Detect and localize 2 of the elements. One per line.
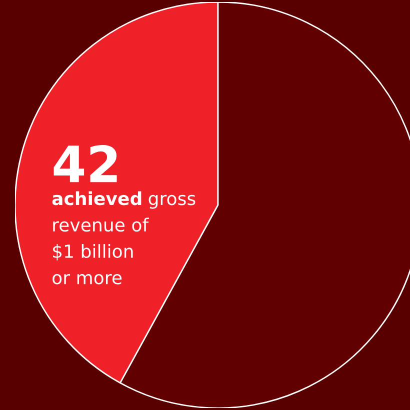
slice-label: achieved gross revenue of $1 billion or more: [52, 191, 196, 284]
data-label: 42: [54, 144, 117, 182]
